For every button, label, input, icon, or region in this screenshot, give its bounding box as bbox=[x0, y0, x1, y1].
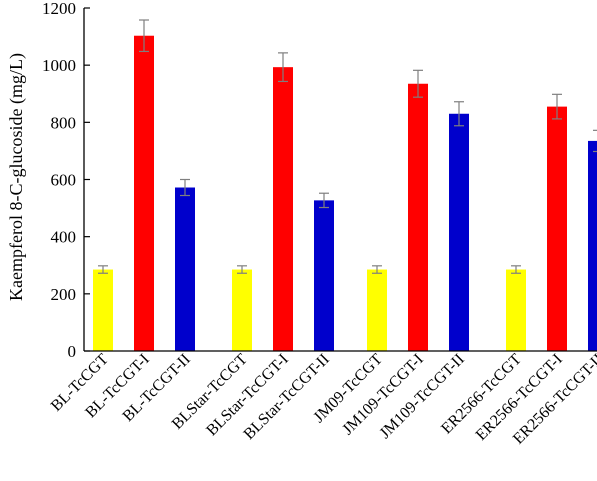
y-tick-label: 1200 bbox=[42, 0, 76, 18]
error-bars-layer bbox=[98, 19, 597, 274]
y-tick-label: 200 bbox=[51, 285, 77, 304]
y-tick-label: 0 bbox=[68, 342, 77, 361]
bar bbox=[547, 106, 567, 351]
y-ticks-layer: 0 200 400 600 800 1000 1200 bbox=[42, 0, 90, 361]
bar bbox=[273, 67, 293, 351]
x-labels-layer: BL-TcCGTBL-TcCGT-IBL-TcCGT-IIBLStar-TcCG… bbox=[48, 351, 597, 448]
bar bbox=[588, 140, 597, 351]
y-axis-title: Kaempferol 8-C-glucoside (mg/L) bbox=[6, 53, 27, 301]
y-tick-label: 1000 bbox=[42, 56, 76, 75]
bar bbox=[232, 269, 252, 351]
bar bbox=[449, 113, 469, 351]
bar bbox=[134, 35, 154, 352]
y-tick-label: 600 bbox=[51, 171, 77, 190]
bars-layer bbox=[93, 35, 597, 352]
bar bbox=[506, 269, 526, 351]
bar bbox=[367, 269, 387, 351]
bar bbox=[175, 187, 195, 351]
y-tick-label: 400 bbox=[51, 228, 77, 247]
bar bbox=[93, 269, 113, 351]
y-tick-label: 800 bbox=[51, 113, 77, 132]
bar bbox=[314, 200, 334, 351]
bar bbox=[408, 83, 428, 351]
